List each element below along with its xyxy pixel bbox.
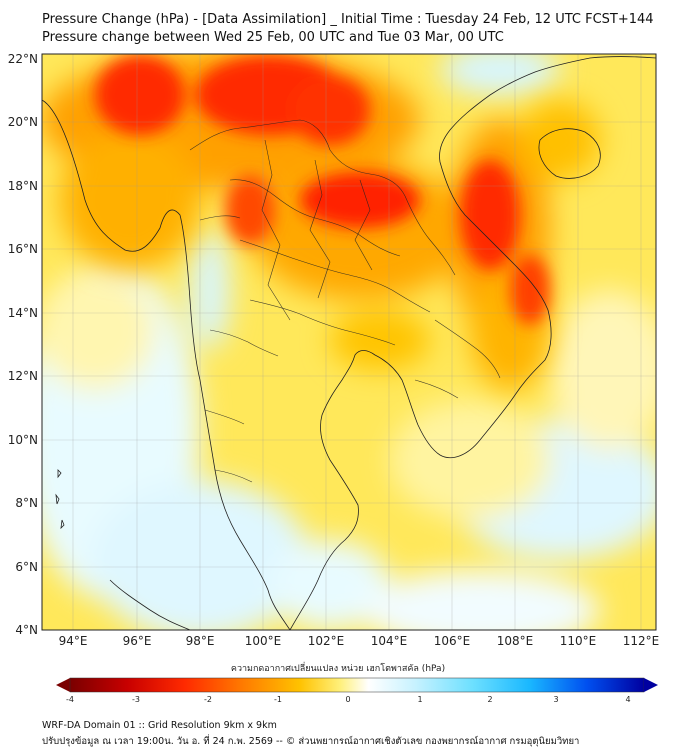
coastlines <box>42 56 656 630</box>
lon-label: 96°E <box>123 634 152 648</box>
colorbar-tick: -1 <box>274 695 282 704</box>
lat-axis: 22°N 20°N 18°N 16°N 14°N 12°N 10°N 8°N 6… <box>8 52 38 637</box>
lon-label: 102°E <box>308 634 345 648</box>
lon-label: 110°E <box>560 634 597 648</box>
lat-label: 6°N <box>15 560 38 574</box>
lon-label: 106°E <box>434 634 471 648</box>
footer-update-info: ปรับปรุงข้อมูล ณ เวลา 19:00น. วัน อ. ที่… <box>42 736 580 747</box>
lon-axis: 94°E 96°E 98°E 100°E 102°E 104°E 106°E 1… <box>59 634 660 648</box>
footer-model-info: WRF-DA Domain 01 :: Grid Resolution 9km … <box>42 720 277 731</box>
map-title: Pressure Change (hPa) - [Data Assimilati… <box>42 12 654 27</box>
lat-label: 8°N <box>15 496 38 510</box>
colorbar: -4 -3 -2 -1 0 1 2 3 4 <box>56 677 658 704</box>
lon-label: 98°E <box>186 634 215 648</box>
lat-label: 12°N <box>8 369 38 383</box>
colorbar-tick: 2 <box>487 695 492 704</box>
lon-label: 94°E <box>59 634 88 648</box>
lon-label: 100°E <box>245 634 282 648</box>
lat-label: 16°N <box>8 242 38 256</box>
colorbar-tick: -3 <box>132 695 140 704</box>
colorbar-tick: 1 <box>417 695 422 704</box>
lat-label: 10°N <box>8 433 38 447</box>
lon-label: 108°E <box>497 634 534 648</box>
colorbar-tick: 4 <box>625 695 630 704</box>
colorbar-tick: -2 <box>204 695 212 704</box>
colorbar-tick: -4 <box>66 695 74 704</box>
colorbar-title: ความกดอากาศเปลี่ยนแปลง หน่วย เฮกโตพาสคัล… <box>230 664 446 674</box>
colorbar-tick: 0 <box>345 695 350 704</box>
admin-borders <box>189 119 501 483</box>
map-subtitle: Pressure change between Wed 25 Feb, 00 U… <box>42 30 504 45</box>
lat-label: 22°N <box>8 52 38 66</box>
colorbar-tick: 3 <box>553 695 558 704</box>
lon-label: 112°E <box>623 634 660 648</box>
map-frame <box>41 53 657 631</box>
lat-label: 20°N <box>8 115 38 129</box>
lat-label: 4°N <box>15 623 38 637</box>
pressure-field <box>42 54 656 630</box>
lat-label: 14°N <box>8 306 38 320</box>
lon-label: 104°E <box>371 634 408 648</box>
lat-label: 18°N <box>8 179 38 193</box>
